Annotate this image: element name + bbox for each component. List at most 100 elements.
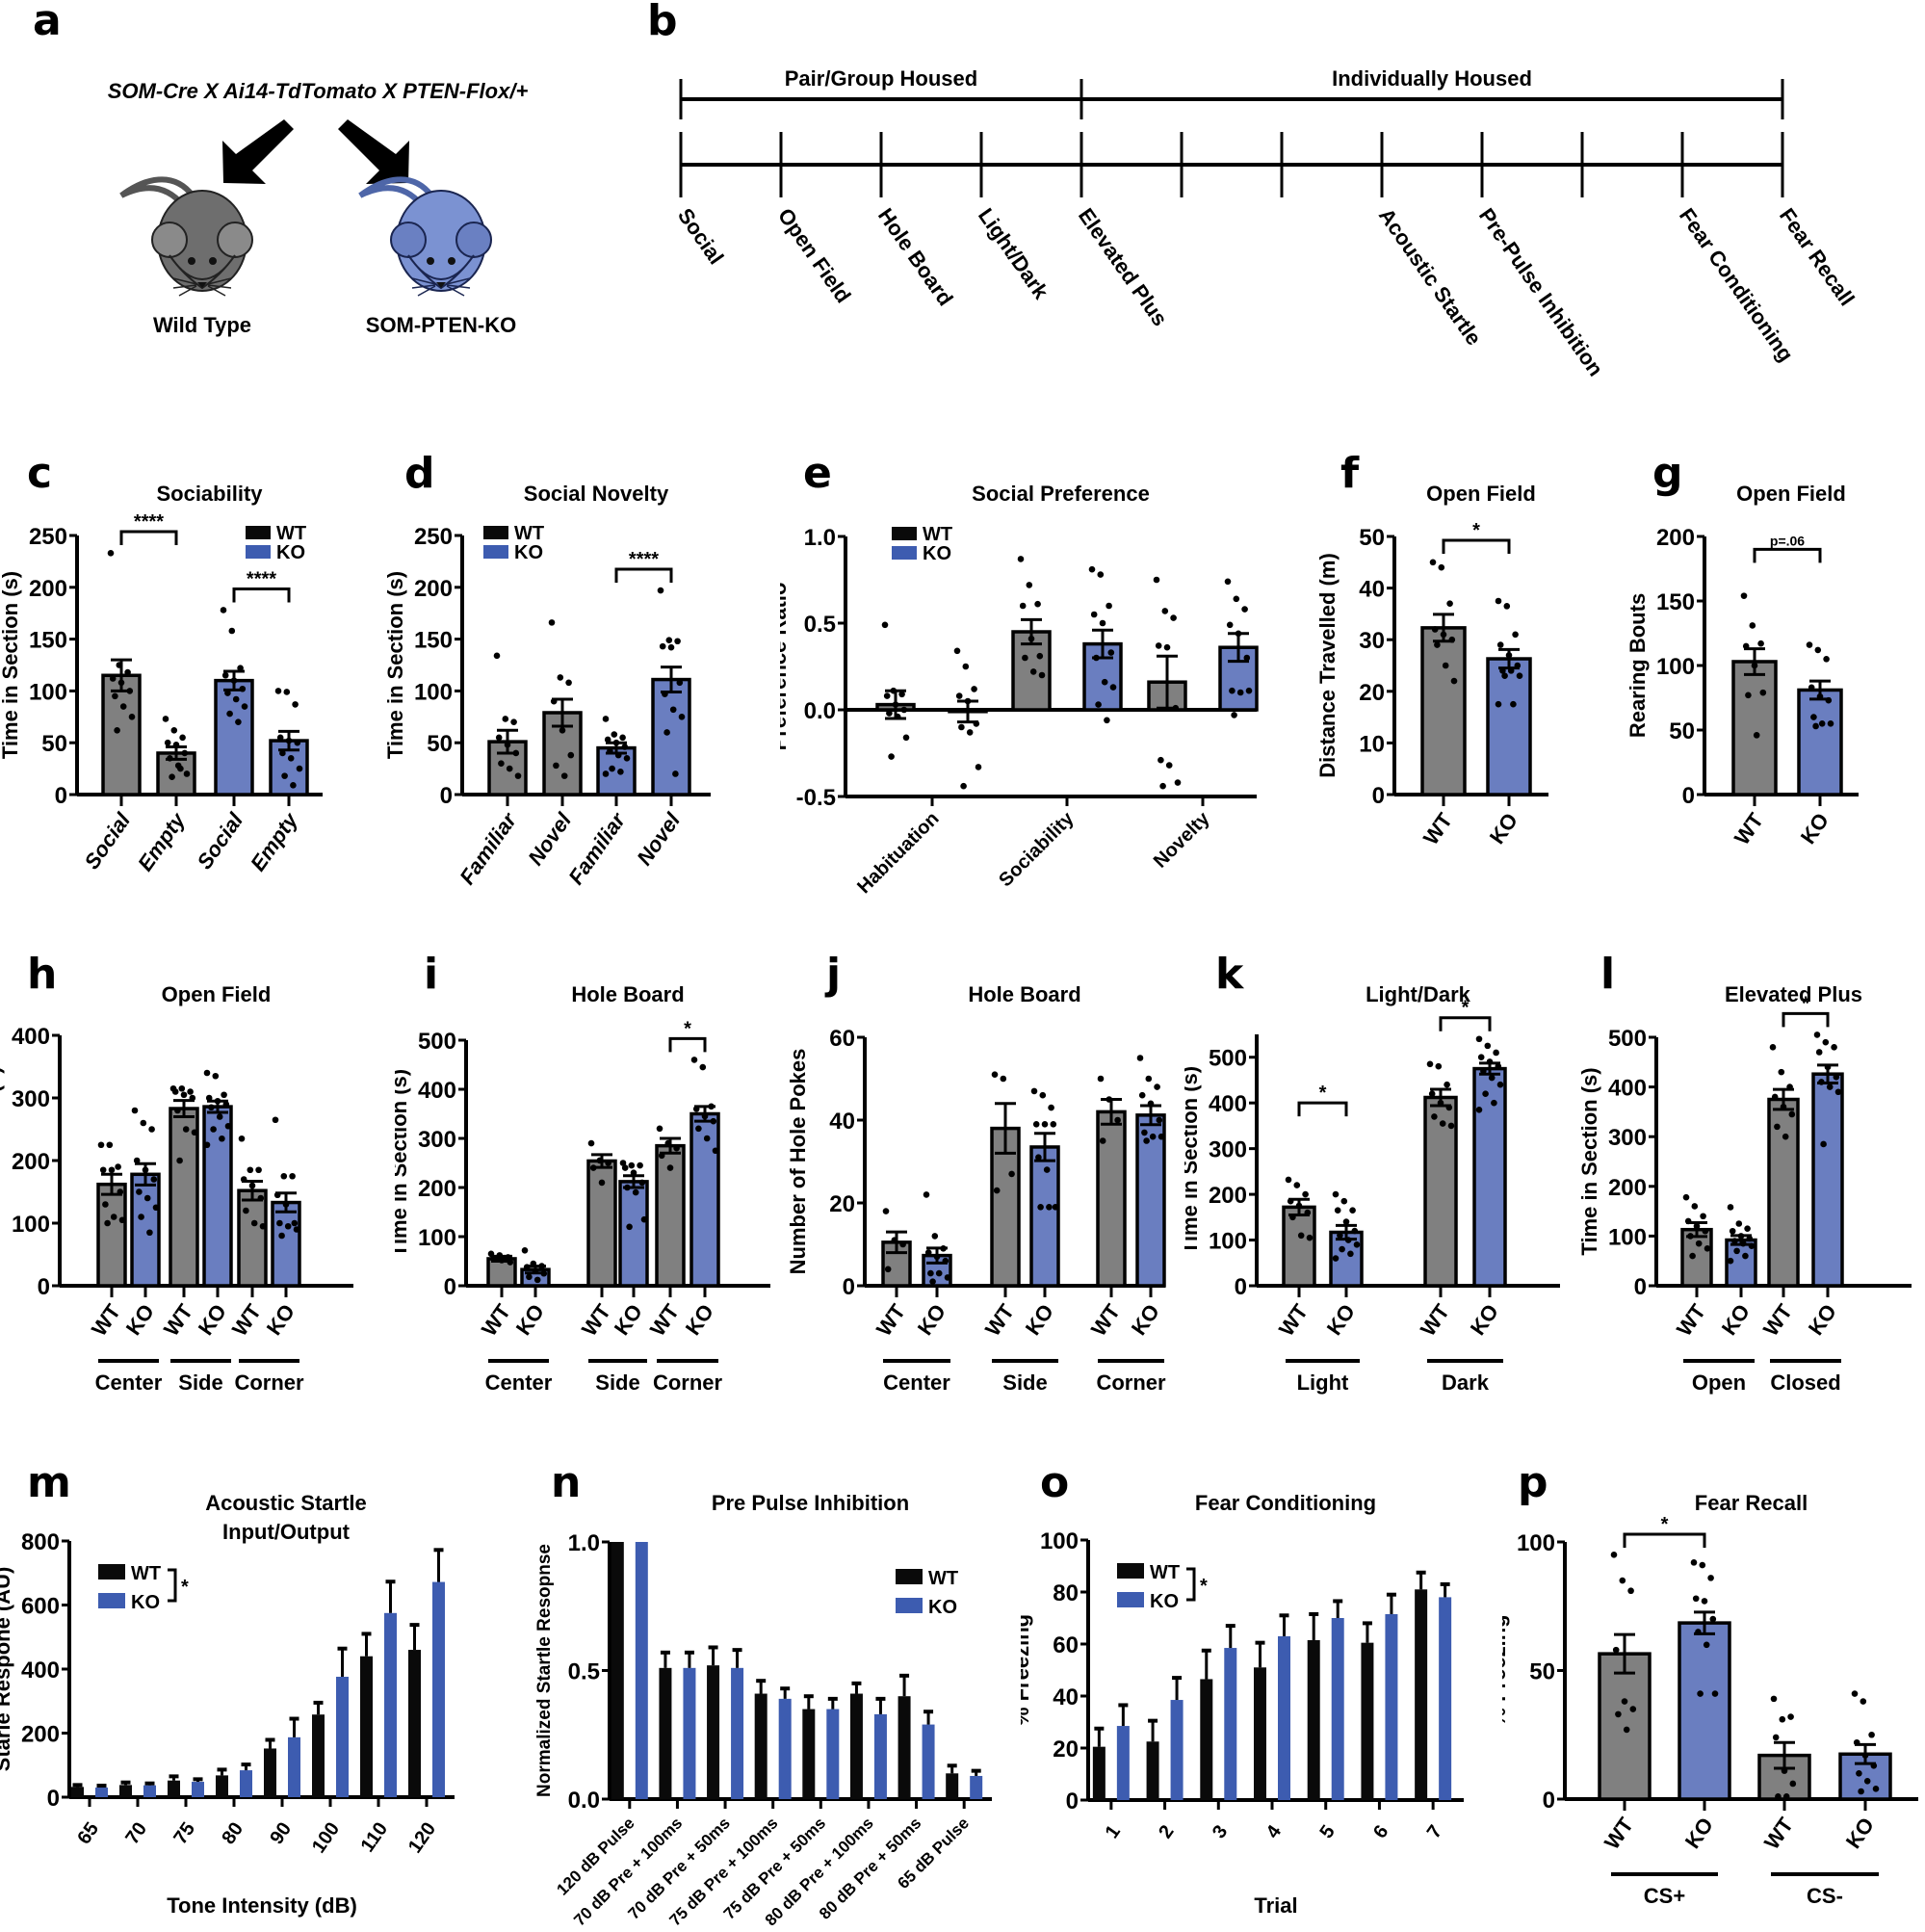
data-point bbox=[1446, 600, 1453, 607]
data-point bbox=[1856, 1770, 1862, 1777]
data-point bbox=[1703, 1641, 1710, 1649]
data-point bbox=[118, 1216, 126, 1224]
data-point bbox=[1774, 1123, 1781, 1131]
significance-bracket bbox=[1623, 1532, 1706, 1548]
y-tick-label: 100 bbox=[1040, 1528, 1079, 1554]
data-point bbox=[944, 1274, 951, 1281]
data-point bbox=[669, 706, 677, 714]
data-point bbox=[1145, 1075, 1153, 1083]
data-point bbox=[898, 691, 905, 698]
x-tick-label: WT bbox=[1600, 1813, 1638, 1854]
data-point bbox=[506, 765, 513, 772]
data-point bbox=[953, 647, 961, 655]
x-tick-label: WT bbox=[1086, 1299, 1125, 1341]
y-tick-label: 0 bbox=[843, 1274, 855, 1300]
bar-wt bbox=[1200, 1679, 1213, 1800]
y-tick-label: 40 bbox=[1359, 577, 1385, 603]
y-tick-label: 100 bbox=[12, 1212, 50, 1238]
legend-swatch-ko bbox=[483, 545, 508, 559]
group-label: Side bbox=[178, 1371, 222, 1395]
data-point bbox=[960, 782, 967, 790]
bar-wt bbox=[216, 1775, 228, 1797]
data-point bbox=[1241, 606, 1248, 613]
data-point bbox=[1156, 1116, 1163, 1124]
data-point bbox=[1099, 1137, 1106, 1144]
bar-ko bbox=[95, 1788, 108, 1797]
data-point bbox=[131, 1107, 139, 1114]
panel-letter-o: o bbox=[1040, 1458, 1070, 1507]
data-point bbox=[1036, 652, 1044, 660]
x-tick-label: WT bbox=[1672, 1299, 1710, 1341]
bar-ko bbox=[1224, 1648, 1237, 1800]
bar-ko bbox=[683, 1667, 696, 1799]
data-point bbox=[1097, 1075, 1105, 1083]
timeline-event-label: Fear Recall bbox=[1775, 204, 1860, 311]
y-tick-label: 300 bbox=[1608, 1125, 1647, 1151]
data-point bbox=[1442, 662, 1449, 669]
data-point bbox=[1161, 608, 1169, 614]
data-point bbox=[110, 1214, 117, 1220]
group-label: Closed bbox=[1770, 1371, 1840, 1395]
data-point bbox=[1037, 1204, 1044, 1211]
data-point bbox=[1029, 668, 1037, 675]
data-point bbox=[1048, 1104, 1054, 1111]
bar-wt bbox=[1092, 1746, 1106, 1800]
data-point bbox=[294, 739, 301, 746]
data-point bbox=[927, 1269, 934, 1277]
data-point bbox=[1233, 595, 1240, 603]
x-tick-label: KO bbox=[681, 1300, 718, 1340]
data-point bbox=[1692, 1595, 1700, 1603]
bar-ko bbox=[1278, 1635, 1290, 1800]
y-tick-label: 20 bbox=[829, 1191, 855, 1217]
bar-wt bbox=[1254, 1667, 1266, 1800]
panel-letter-i: i bbox=[424, 950, 439, 999]
bar-wt bbox=[1680, 1227, 1713, 1288]
data-point bbox=[162, 716, 169, 722]
data-point bbox=[1740, 592, 1748, 599]
data-point bbox=[237, 665, 244, 672]
data-point bbox=[900, 706, 908, 714]
data-point bbox=[1043, 1166, 1051, 1173]
bar-wt bbox=[408, 1650, 421, 1797]
bar-ko bbox=[1385, 1613, 1398, 1800]
data-point bbox=[1727, 1204, 1734, 1211]
data-point bbox=[293, 1226, 300, 1233]
chart-title: Open Field bbox=[1426, 482, 1536, 506]
bar-wt bbox=[101, 673, 142, 796]
significance-bracket bbox=[1753, 547, 1822, 563]
data-point bbox=[690, 1057, 698, 1063]
chart-d-social-novelty: Social Novelty 0 50 100 150 200 250 Time in Sec… bbox=[385, 482, 711, 889]
data-point bbox=[133, 1157, 141, 1164]
data-point bbox=[232, 695, 240, 703]
data-point bbox=[663, 729, 670, 736]
data-point bbox=[882, 1208, 890, 1214]
data-point bbox=[235, 718, 242, 725]
data-point bbox=[560, 772, 568, 779]
timeline-event-label: Social bbox=[673, 204, 729, 269]
data-point bbox=[884, 1266, 892, 1273]
data-point bbox=[1332, 1255, 1340, 1262]
data-point bbox=[886, 710, 893, 717]
data-point bbox=[1170, 614, 1177, 621]
significance-bracket bbox=[168, 1568, 177, 1603]
y-tick-label: 250 bbox=[414, 524, 453, 550]
data-point bbox=[1038, 671, 1046, 679]
bar-wt bbox=[754, 1693, 767, 1799]
significance-label: * bbox=[1200, 1576, 1208, 1597]
data-point bbox=[1159, 782, 1166, 790]
data-point bbox=[148, 1126, 155, 1133]
data-point bbox=[667, 643, 675, 651]
data-point bbox=[673, 1144, 680, 1152]
data-point bbox=[1032, 1121, 1040, 1128]
data-point bbox=[104, 1219, 111, 1227]
bar-ko bbox=[778, 1698, 792, 1799]
data-point bbox=[292, 701, 299, 708]
data-point bbox=[1711, 1690, 1719, 1697]
timeline-event-label: Acoustic Startle bbox=[1374, 204, 1487, 351]
data-point bbox=[1826, 1083, 1834, 1090]
data-point bbox=[1450, 677, 1458, 685]
data-point bbox=[1482, 1090, 1489, 1097]
data-point bbox=[1868, 1731, 1875, 1738]
data-point bbox=[1434, 641, 1441, 648]
bar-wt bbox=[360, 1656, 373, 1797]
